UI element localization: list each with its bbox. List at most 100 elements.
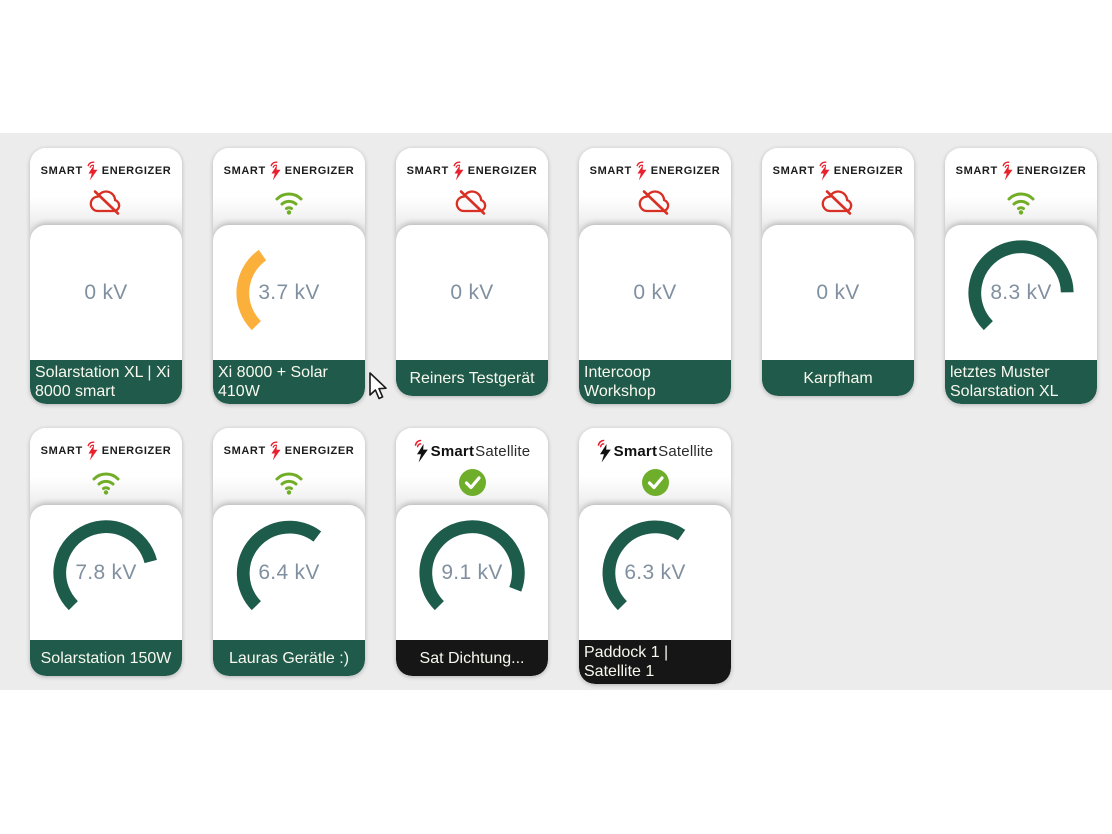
brand-name-suffix: ENERGIZER (101, 445, 172, 457)
device-card[interactable]: SMART ENERGIZER (396, 148, 548, 396)
smart-satellite-logo: Smart Satellite (597, 439, 714, 463)
voltage-value: 0 kV (84, 280, 128, 304)
lightning-bolt-icon (87, 161, 98, 181)
wifi-online-icon (1007, 192, 1035, 215)
brand-name-suffix: ENERGIZER (467, 165, 538, 177)
device-card[interactable]: SMART ENERGIZER (213, 428, 365, 676)
device-card[interactable]: SMART ENERGIZER (579, 148, 731, 404)
device-card[interactable]: SMART ENERGIZER (762, 148, 914, 396)
lightning-bolt-icon (87, 441, 98, 461)
gauge-panel: 0 kV (762, 225, 914, 360)
gauge-panel: 0 kV (396, 225, 548, 360)
smart-energizer-logo: SMART ENERGIZER (956, 160, 1087, 182)
gauge-panel: 6.3 kV (579, 505, 731, 640)
device-card[interactable]: Smart Satellite 6.3 kV Paddock 1 | Satell… (579, 428, 731, 684)
gauge-panel: 8.3 kV (945, 225, 1097, 360)
gauge-panel: 9.1 kV (396, 505, 548, 640)
voltage-value: 3.7 kV (258, 280, 320, 304)
device-name-text: Xi 8000 + Solar 410W (218, 364, 328, 400)
cloud-offline-icon (455, 190, 487, 215)
device-name-text: Solarstation XL | Xi 8000 smart (35, 364, 171, 400)
smart-energizer-logo: SMART ENERGIZER (224, 440, 355, 462)
device-name-text: letztes Muster Solarstation XL (950, 364, 1059, 400)
smart-satellite-logo: Smart Satellite (414, 439, 531, 463)
brand-name-suffix: ENERGIZER (650, 165, 721, 177)
device-name-text: Reiners Testgerät (409, 369, 535, 387)
lightning-bolt-icon (414, 439, 428, 463)
device-name-label: letztes Muster Solarstation XL (945, 360, 1097, 404)
device-card[interactable]: SMART ENERGIZER (213, 148, 365, 404)
brand-name-prefix: Smart (430, 442, 475, 460)
lightning-bolt-icon (270, 161, 281, 181)
connection-status (820, 187, 856, 217)
check-online-icon (458, 468, 486, 496)
connection-status (641, 467, 670, 497)
brand-name-prefix: SMART (40, 445, 83, 457)
brand-name-prefix: SMART (955, 165, 998, 177)
connection-status (88, 187, 124, 217)
brand-name-prefix: SMART (406, 165, 449, 177)
smart-energizer-logo: SMART ENERGIZER (41, 160, 172, 182)
connection-status (458, 467, 487, 497)
smart-energizer-logo: SMART ENERGIZER (407, 160, 538, 182)
device-name-text: Sat Dichtung... (419, 649, 525, 667)
device-card[interactable]: SMART ENERGIZER (30, 148, 182, 404)
lightning-bolt-icon (636, 161, 647, 181)
device-name-text: Lauras Gerätle :) (228, 649, 350, 667)
brand-name-suffix: Satellite (475, 442, 531, 460)
wifi-online-icon (92, 472, 120, 495)
voltage-value: 0 kV (816, 280, 860, 304)
lightning-bolt-icon (1002, 161, 1013, 181)
device-name-text: Karpfham (803, 369, 873, 387)
device-card-grid: SMART ENERGIZER (30, 148, 1108, 684)
brand-name-prefix: Smart (613, 442, 658, 460)
voltage-value: 6.4 kV (258, 560, 320, 584)
device-name-label: Lauras Gerätle :) (213, 640, 365, 676)
lightning-bolt-icon (270, 441, 281, 461)
device-name-label: Sat Dichtung... (396, 640, 548, 676)
brand-name-suffix: ENERGIZER (101, 165, 172, 177)
gauge-panel: 0 kV (579, 225, 731, 360)
device-name-text: Paddock 1 | Satellite 1 (584, 644, 669, 680)
voltage-value: 8.3 kV (990, 280, 1052, 304)
cloud-offline-icon (89, 190, 121, 215)
voltage-value: 0 kV (633, 280, 677, 304)
cloud-offline-icon (638, 190, 670, 215)
device-name-label: Reiners Testgerät (396, 360, 548, 396)
brand-name-prefix: SMART (223, 165, 266, 177)
brand-name-suffix: ENERGIZER (284, 445, 355, 457)
brand-name-suffix: ENERGIZER (284, 165, 355, 177)
voltage-gauge (236, 249, 267, 330)
connection-status (273, 187, 305, 217)
device-name-label: Intercoop Workshop (579, 360, 731, 404)
smart-energizer-logo: SMART ENERGIZER (224, 160, 355, 182)
voltage-gauge (236, 520, 322, 610)
brand-name-prefix: SMART (589, 165, 632, 177)
connection-status (1005, 187, 1037, 217)
smart-energizer-logo: SMART ENERGIZER (41, 440, 172, 462)
lightning-bolt-icon (597, 439, 611, 463)
device-card[interactable]: Smart Satellite 9.1 kV Sat Dichtung... (396, 428, 548, 676)
brand-name-prefix: SMART (223, 445, 266, 457)
voltage-gauge (968, 239, 1074, 330)
device-name-text: Intercoop Workshop (584, 364, 656, 400)
device-card[interactable]: SMART ENERGIZER (945, 148, 1097, 404)
gauge-panel: 7.8 kV (30, 505, 182, 640)
device-name-label: Paddock 1 | Satellite 1 (579, 640, 731, 684)
wifi-online-icon (275, 472, 303, 495)
cloud-offline-icon (821, 190, 853, 215)
device-name-label: Solarstation XL | Xi 8000 smart (30, 360, 182, 404)
connection-status (90, 467, 122, 497)
connection-status (637, 187, 673, 217)
brand-name-suffix: ENERGIZER (1016, 165, 1087, 177)
voltage-gauge (602, 519, 686, 610)
device-name-text: Solarstation 150W (40, 649, 172, 667)
voltage-value: 0 kV (450, 280, 494, 304)
device-card[interactable]: SMART ENERGIZER (30, 428, 182, 676)
connection-status (273, 467, 305, 497)
gauge-panel: 6.4 kV (213, 505, 365, 640)
gauge-panel: 3.7 kV (213, 225, 365, 360)
voltage-gauge (53, 519, 157, 610)
wifi-online-icon (275, 192, 303, 215)
lightning-bolt-icon (819, 161, 830, 181)
